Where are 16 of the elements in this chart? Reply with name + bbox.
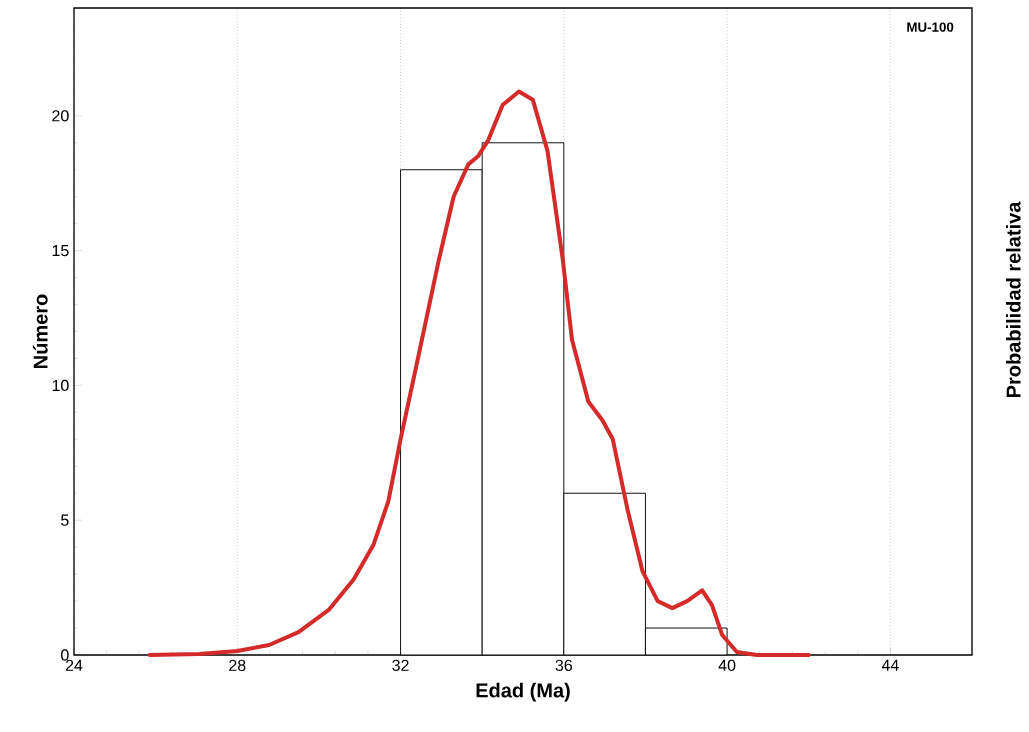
line-series: [147, 89, 811, 657]
x-tick-label: 40: [718, 659, 736, 672]
y-axis-title: Número: [32, 294, 48, 368]
x-tick-label: 44: [881, 659, 899, 671]
y-tick-label: 5: [61, 514, 69, 526]
y-tick-label: 15: [52, 245, 69, 257]
y-tick-label: 10: [52, 379, 69, 392]
x-tick-label: 32: [392, 659, 409, 672]
x-tick-label: 28: [229, 659, 246, 672]
annotation: MU-100: [907, 22, 954, 32]
x-tick-label: 24: [65, 659, 83, 671]
y2-axis-title: Probabilidad relativa: [1005, 201, 1021, 398]
x-tick-label: 36: [555, 659, 573, 672]
x-axis-title: Edad (Ma): [476, 682, 570, 702]
y-tick-label: 0: [61, 649, 69, 661]
y-tick-label: 20: [52, 110, 69, 122]
